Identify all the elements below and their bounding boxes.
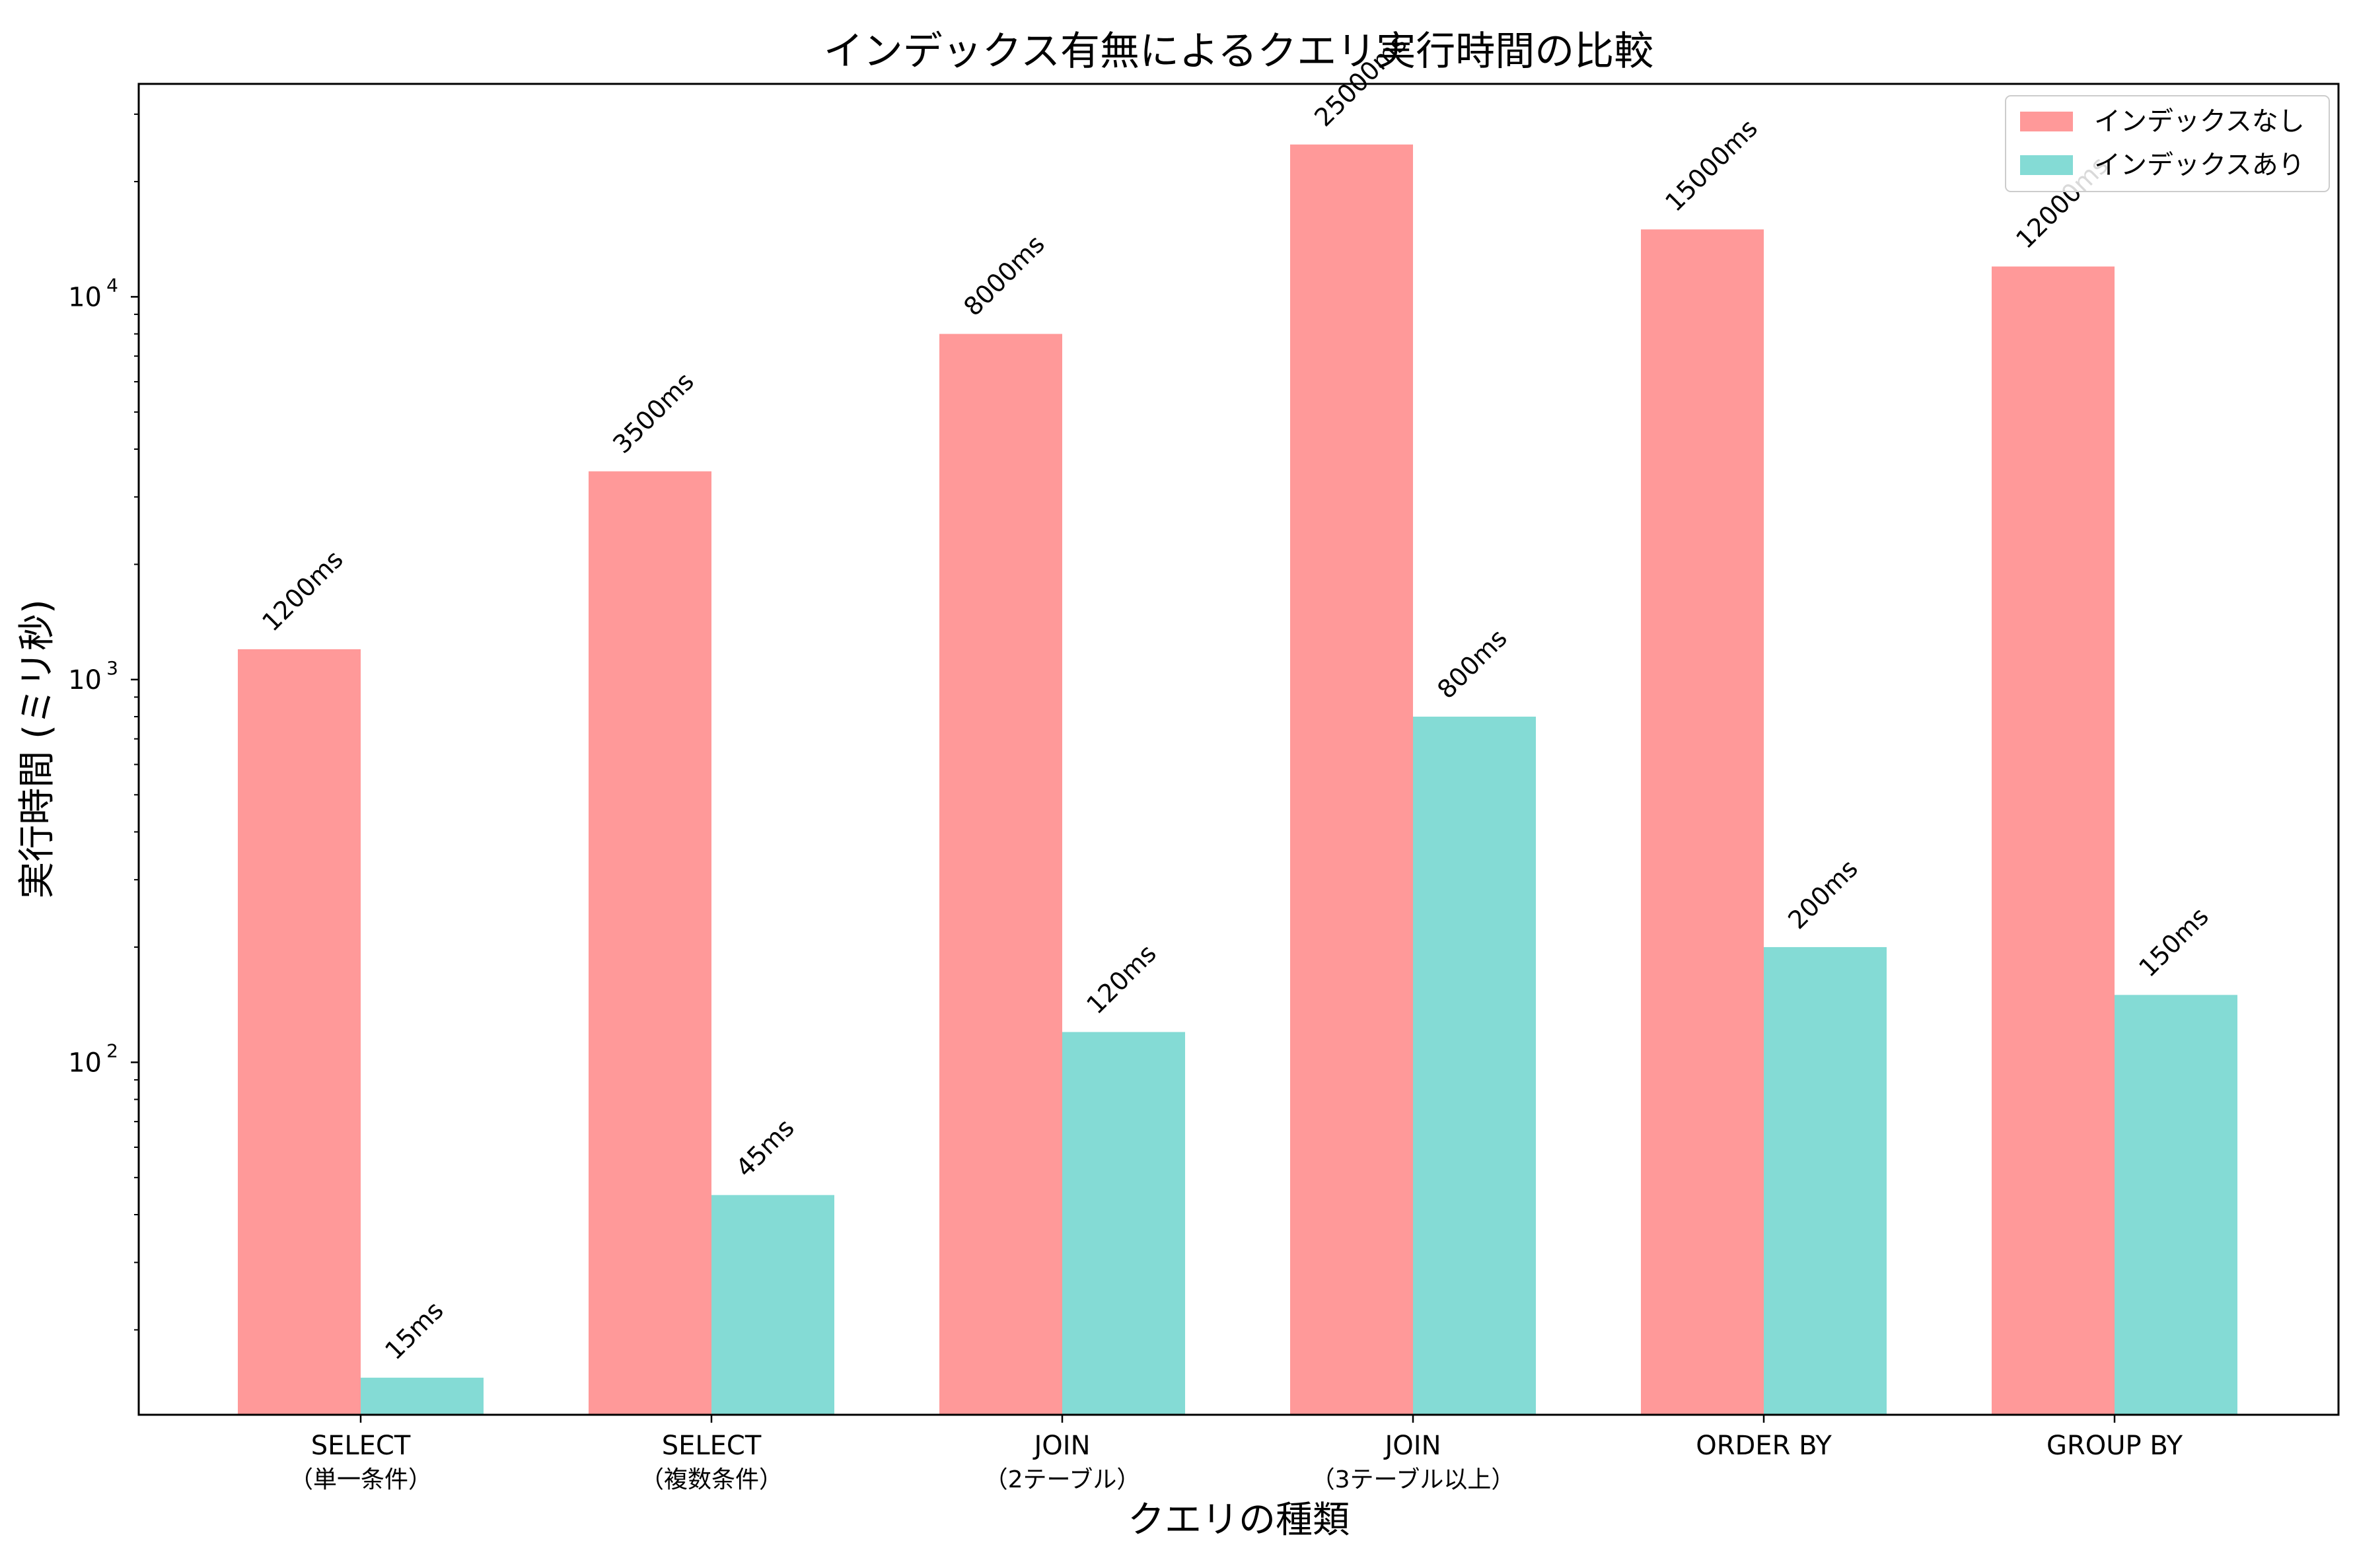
- bar-with-index-4: [1764, 946, 1887, 1415]
- y-tick-label: 10: [68, 665, 102, 695]
- bar-no-index-3: [1290, 144, 1413, 1415]
- x-tick-label: JOIN （2テーブル）: [984, 1431, 1141, 1493]
- legend-label: インデックスあり: [2094, 150, 2305, 180]
- legend-box: [2005, 95, 2330, 192]
- bar-with-index-1: [711, 1195, 834, 1415]
- x-tick-label-line: （2テーブル）: [984, 1466, 1141, 1493]
- y-axis-label: 実行時間 (ミリ秒): [16, 599, 59, 899]
- plot-frame: [137, 83, 2340, 1416]
- bar-no-index-0: [238, 649, 361, 1415]
- x-tick-label-line: JOIN: [1033, 1431, 1091, 1461]
- y-tick-label: 10: [68, 282, 102, 312]
- legend-swatch-no-index: [2020, 112, 2073, 131]
- bar-no-index-1: [589, 471, 711, 1415]
- y-tick-base: 10: [68, 1048, 102, 1078]
- x-tick-label: SELECT （単一条件）: [289, 1431, 432, 1493]
- bar-no-index-2: [939, 334, 1062, 1415]
- x-tick-label-line: JOIN: [1383, 1431, 1441, 1461]
- x-tick-label-line: GROUP BY: [2047, 1431, 2183, 1461]
- legend-label: インデックスなし: [2094, 106, 2305, 137]
- bars-layer: [238, 144, 2237, 1415]
- x-tick-label: JOIN （3テーブル以上）: [1311, 1431, 1515, 1493]
- x-tick-label-line: ORDER BY: [1696, 1431, 1832, 1461]
- y-tick-label: 10: [68, 1048, 102, 1078]
- x-axis: SELECT （単一条件） SELECT （複数条件） JOIN （2テーブル） JOIN （…: [289, 1415, 2183, 1493]
- x-tick-label-line: SELECT: [662, 1431, 762, 1461]
- y-tick-exponent: 4: [106, 274, 118, 296]
- x-tick-label: GROUP BY: [2047, 1431, 2183, 1461]
- legend-swatch-with-index: [2020, 155, 2073, 175]
- x-tick-label: ORDER BY: [1696, 1431, 1832, 1461]
- bar-with-index-2: [1062, 1032, 1185, 1415]
- bar-no-index-4: [1641, 229, 1764, 1415]
- y-tick-base: 10: [68, 282, 102, 312]
- bar-with-index-3: [1413, 717, 1536, 1415]
- chart-title: インデックス有無によるクエリ実行時間の比較: [824, 28, 1653, 75]
- x-tick-label-line: （3テーブル以上）: [1311, 1466, 1515, 1493]
- y-tick-exponent: 3: [106, 657, 118, 679]
- x-tick-label: SELECT （複数条件）: [640, 1431, 783, 1493]
- x-tick-label-line: （単一条件）: [289, 1466, 432, 1493]
- bar-with-index-5: [2115, 995, 2237, 1415]
- bar-no-index-5: [1992, 266, 2115, 1415]
- bar-with-index-0: [361, 1377, 484, 1415]
- x-axis-label: クエリの種類: [1128, 1499, 1350, 1542]
- y-tick-exponent: 2: [106, 1040, 118, 1061]
- y-tick-base: 10: [68, 665, 102, 695]
- x-tick-label-line: （複数条件）: [640, 1466, 783, 1493]
- x-tick-label-line: SELECT: [311, 1431, 411, 1461]
